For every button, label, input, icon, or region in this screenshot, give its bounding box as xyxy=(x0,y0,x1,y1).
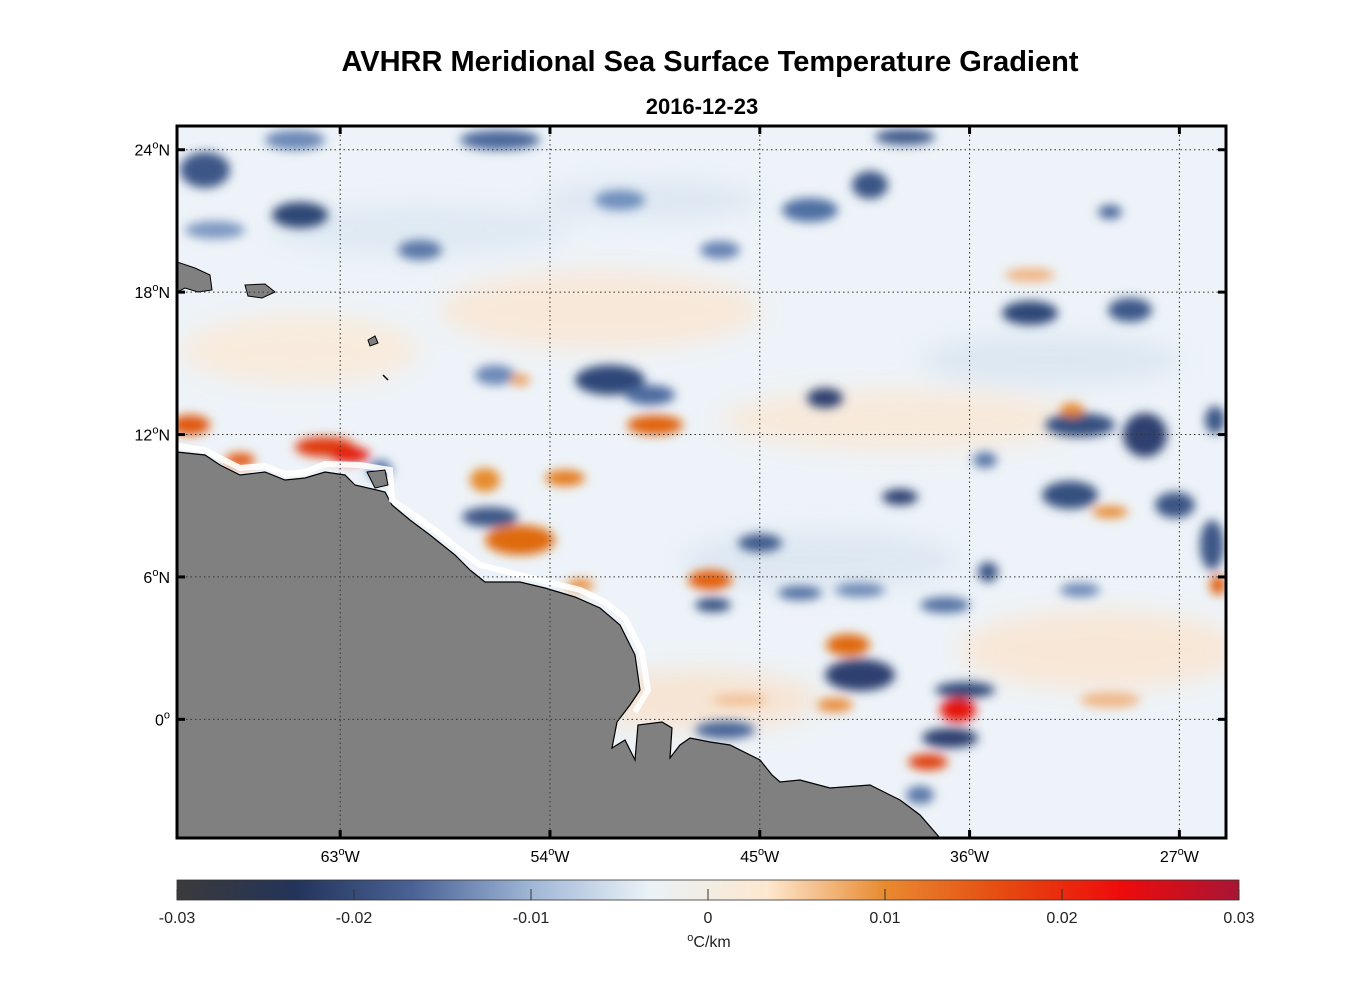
map-title: AVHRR Meridional Sea Surface Temperature… xyxy=(341,46,1079,78)
lon-tick-label: 27oW xyxy=(1160,846,1200,866)
gradient-anomalies xyxy=(177,129,1226,804)
lon-tick-label: 45oW xyxy=(740,846,780,866)
land-coastline-buffer xyxy=(177,443,652,714)
colorbar-units: oC/km xyxy=(687,932,730,951)
colorbar-tick-label: 0.01 xyxy=(869,910,900,927)
lat-tick-label: 24oN xyxy=(135,140,170,160)
island-guadeloupe xyxy=(367,335,379,347)
lon-tick-label: 63oW xyxy=(321,846,361,866)
lat-tick-label: 18oN xyxy=(135,282,170,302)
lon-tick-label: 54oW xyxy=(530,846,570,866)
colorbar-tick-label: 0 xyxy=(704,910,713,927)
island-barbados xyxy=(382,374,389,381)
island-virgin xyxy=(244,283,276,299)
lat-tick-label: 12oN xyxy=(135,425,170,445)
colorbar-tick-label: -0.02 xyxy=(336,910,373,927)
sst-gradient-field xyxy=(177,126,1226,838)
longitude-labels: 63oW 54oW 45oW 36oW 27oW xyxy=(321,846,1200,866)
colorbar-tick-label: 0.02 xyxy=(1046,910,1077,927)
lon-tick-label: 36oW xyxy=(950,846,990,866)
island-trinidad xyxy=(366,469,389,489)
graticule xyxy=(177,126,1226,838)
map-frame xyxy=(175,124,1228,840)
map-subtitle: 2016-12-23 xyxy=(645,94,759,119)
colorbar-ticks: -0.03 -0.02 -0.01 0 0.01 0.02 0.03 xyxy=(159,889,1255,927)
colorbar: -0.03 -0.02 -0.01 0 0.01 0.02 0.03 oC/km xyxy=(159,879,1255,951)
lat-tick-label: 6oN xyxy=(143,567,170,587)
lat-tick-label: 0o xyxy=(155,709,170,729)
colorbar-tick-label: 0.03 xyxy=(1223,910,1254,927)
colorbar-tick-label: -0.01 xyxy=(513,910,550,927)
land-south-america xyxy=(177,451,941,838)
axis-ticks xyxy=(177,126,1226,838)
latitude-labels: 24oN 18oN 12oN 6oN 0o xyxy=(135,140,170,730)
colorbar-tick-label: -0.03 xyxy=(159,910,196,927)
